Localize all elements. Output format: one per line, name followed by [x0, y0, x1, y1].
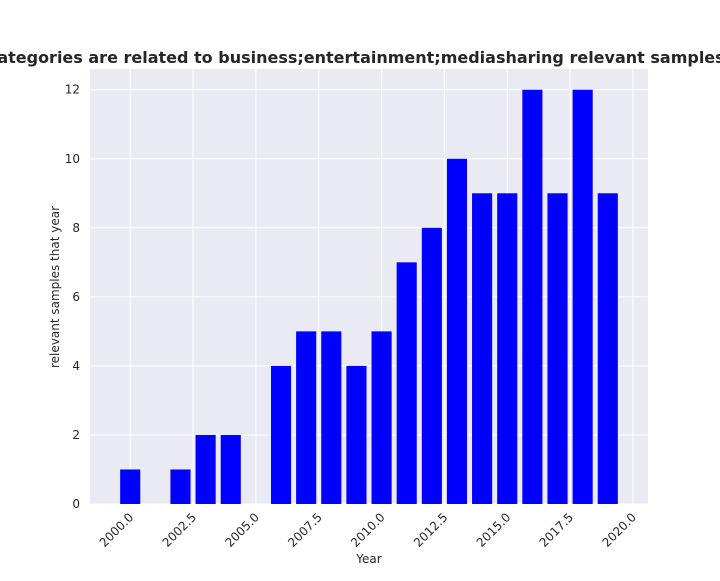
- bar: [597, 193, 618, 505]
- y-tick-label: 0: [72, 497, 80, 511]
- x-tick-labels: 2000.0 2002.5 2005.0 2007.5 2010.0 2012.5 2015…: [97, 510, 639, 550]
- bars: [120, 89, 618, 505]
- bar: [421, 227, 442, 505]
- bar: [446, 158, 468, 504]
- bar: [120, 469, 141, 504]
- bar: [346, 365, 367, 504]
- bar: [270, 365, 292, 504]
- grid-lines: [90, 69, 648, 505]
- y-tick-label: 12: [65, 83, 80, 97]
- bar: [371, 331, 392, 504]
- bar: [497, 193, 518, 505]
- x-tick-label: 2002.5: [160, 510, 200, 550]
- bar: [170, 469, 191, 504]
- x-tick-label: 2017.5: [537, 510, 577, 550]
- y-tick-label: 10: [65, 152, 80, 166]
- x-tick-label: 2007.5: [285, 510, 325, 550]
- x-tick-label: 2000.0: [97, 510, 137, 550]
- x-tick-label: 2015.0: [474, 510, 514, 550]
- bar: [195, 434, 216, 504]
- y-tick-labels: 0 2 4 6 8 10 12: [65, 83, 80, 511]
- y-tick-label: 6: [72, 290, 80, 304]
- bar: [547, 193, 568, 505]
- bar: [321, 331, 342, 504]
- x-axis-label: Year: [355, 552, 381, 566]
- chart-title: Number of papers whose categories are re…: [0, 48, 720, 67]
- y-tick-label: 2: [72, 428, 80, 442]
- bar: [220, 434, 241, 504]
- x-tick-label: 2005.0: [222, 510, 262, 550]
- y-tick-label: 8: [72, 221, 80, 235]
- bar: [396, 262, 417, 504]
- bar: [572, 89, 593, 504]
- x-tick-label: 2020.0: [599, 510, 639, 550]
- x-tick-label: 2012.5: [411, 510, 451, 550]
- bar: [522, 89, 543, 504]
- x-tick-label: 2010.0: [348, 510, 388, 550]
- bar: [296, 331, 317, 504]
- y-tick-label: 4: [72, 359, 80, 373]
- y-axis-label: relevant samples that year: [48, 206, 62, 368]
- bar: [472, 193, 493, 505]
